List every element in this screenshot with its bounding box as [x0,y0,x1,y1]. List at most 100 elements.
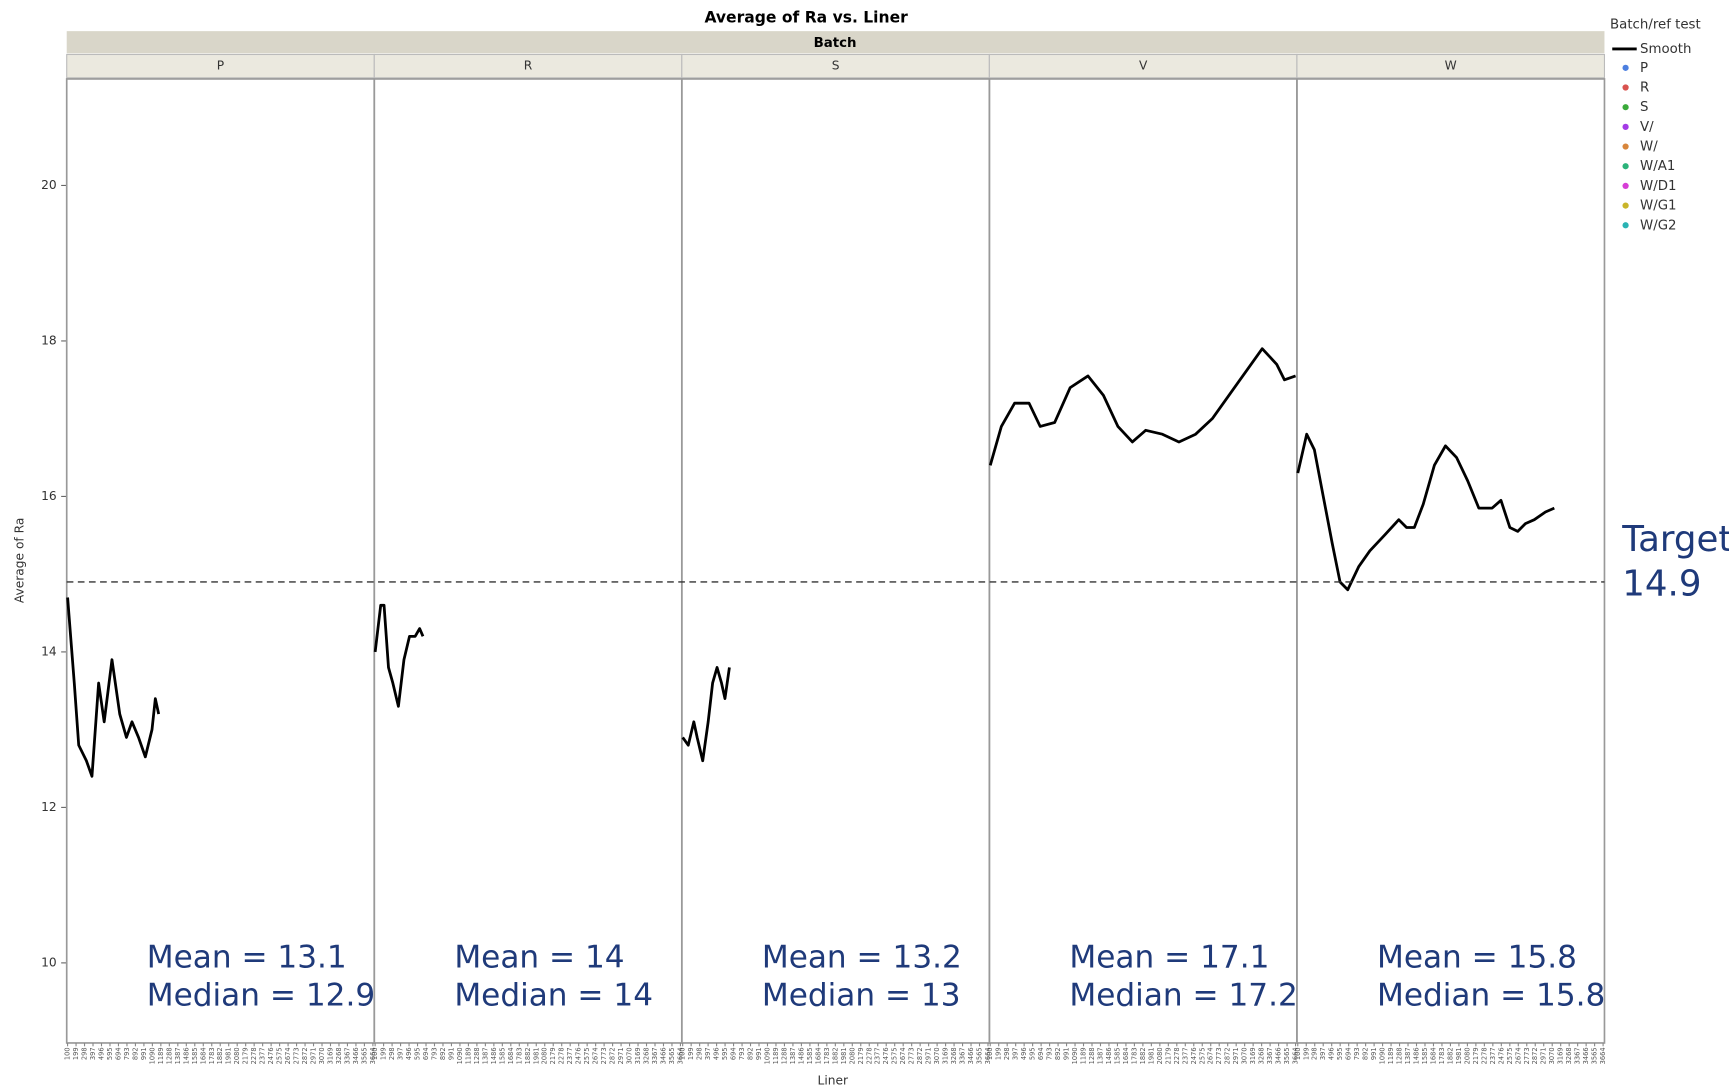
x-tick-label: 3664 [1292,1047,1300,1064]
x-tick-label: 1783 [1438,1047,1446,1064]
x-tick-label: 298 [696,1047,704,1060]
x-tick-label: 1189 [157,1047,165,1064]
x-tick-label: 2773 [293,1047,301,1064]
x-tick-label: 3169 [1557,1047,1565,1064]
x-tick-label: 3367 [651,1047,659,1064]
legend-marker [1622,163,1629,170]
x-tick-label: 793 [430,1047,438,1060]
annotation: Median = 12.9 [147,977,375,1013]
x-tick-label: 1684 [199,1047,207,1064]
annotation: Median = 13 [762,977,961,1013]
x-tick-label: 1486 [797,1047,805,1064]
x-tick-label: 892 [1362,1047,1370,1060]
x-tick-label: 2377 [1181,1047,1189,1064]
x-tick-label: 100 [1294,1047,1302,1060]
x-tick-label: 793 [1353,1047,1361,1060]
x-tick-label: 199 [995,1047,1003,1060]
legend-label: P [1640,61,1648,76]
x-tick-label: 2971 [310,1047,318,1064]
x-tick-label: 3466 [1582,1047,1590,1064]
x-tick-label: 793 [738,1047,746,1060]
legend-label: W/G1 [1640,199,1676,214]
x-tick-label: 1189 [1387,1047,1395,1064]
x-tick-label: 298 [388,1047,396,1060]
x-tick-label: 3466 [352,1047,360,1064]
x-tick-label: 3268 [643,1047,651,1064]
x-tick-label: 1387 [1404,1047,1412,1064]
legend-label: R [1640,81,1649,96]
x-tick-label: 1585 [1421,1047,1429,1064]
x-tick-label: 3565 [668,1047,676,1064]
x-tick-label: 1288 [1396,1047,1404,1064]
x-tick-label: 199 [380,1047,388,1060]
x-tick-label: 1486 [182,1047,190,1064]
x-tick-label: 3565 [1591,1047,1599,1064]
x-tick-label: 496 [713,1047,721,1060]
x-tick-label: 3070 [1548,1047,1556,1064]
x-tick-label: 1585 [1113,1047,1121,1064]
x-tick-label: 1585 [498,1047,506,1064]
smooth-line [988,347,1297,466]
x-tick-label: 397 [89,1047,97,1060]
x-tick-label: 1189 [1080,1047,1088,1064]
annotation: Median = 17.2 [1069,977,1297,1013]
x-tick-label: 694 [422,1047,430,1060]
x-tick-label: 3268 [1258,1047,1266,1064]
x-tick-label: 2674 [899,1047,907,1064]
x-tick-label: 2080 [848,1047,856,1064]
x-tick-label: 1783 [1130,1047,1138,1064]
legend-marker [1622,182,1629,190]
x-tick-label: 3664 [1599,1047,1607,1064]
x-tick-label: 3070 [626,1047,634,1064]
annotation: Mean = 15.8 [1377,939,1577,975]
x-tick-label: 3565 [360,1047,368,1064]
legend-label: S [1640,100,1648,115]
x-tick-label: 199 [72,1047,80,1060]
x-axis-label: Liner [818,1073,849,1087]
x-tick-label: 2674 [1207,1047,1215,1064]
smooth-line [681,666,731,763]
x-tick-label: 1882 [831,1047,839,1064]
y-tick-label: 20 [41,178,57,192]
x-tick-label: 3169 [1249,1047,1257,1064]
legend-label: W/D1 [1640,179,1676,194]
x-tick-label: 3367 [959,1047,967,1064]
panel-label: P [217,59,224,73]
x-tick-label: 1288 [780,1047,788,1064]
x-tick-label: 2971 [1540,1047,1548,1064]
x-tick-label: 595 [106,1047,114,1060]
x-tick-label: 397 [397,1047,405,1060]
x-tick-label: 2179 [1164,1047,1172,1064]
x-tick-label: 2575 [1198,1047,1206,1064]
x-tick-label: 1585 [191,1047,199,1064]
x-tick-label: 3169 [942,1047,950,1064]
x-tick-label: 1387 [789,1047,797,1064]
x-tick-label: 2179 [1472,1047,1480,1064]
x-tick-label: 2575 [891,1047,899,1064]
x-tick-label: 1486 [490,1047,498,1064]
x-tick-label: 496 [97,1047,105,1060]
x-tick-label: 1684 [814,1047,822,1064]
x-tick-label: 991 [140,1047,148,1060]
x-tick-label: 694 [1345,1047,1353,1060]
x-tick-label: 3367 [1266,1047,1274,1064]
x-tick-label: 2674 [1514,1047,1522,1064]
x-tick-label: 2773 [600,1047,608,1064]
x-tick-label: 2080 [541,1047,549,1064]
legend-label: Smooth [1640,42,1691,57]
x-tick-label: 199 [687,1047,695,1060]
x-tick-label: 3565 [1283,1047,1291,1064]
x-tick-label: 1981 [840,1047,848,1064]
x-tick-label: 2377 [1489,1047,1497,1064]
x-tick-label: 1882 [216,1047,224,1064]
x-tick-label: 496 [1020,1047,1028,1060]
x-tick-label: 1684 [1429,1047,1437,1064]
x-tick-label: 1189 [772,1047,780,1064]
x-tick-label: 1387 [481,1047,489,1064]
legend-label: W/A1 [1640,159,1675,174]
legend-marker [1622,123,1629,130]
y-tick-label: 12 [41,800,57,814]
y-tick-label: 14 [41,644,57,658]
x-tick-label: 3070 [1241,1047,1249,1064]
